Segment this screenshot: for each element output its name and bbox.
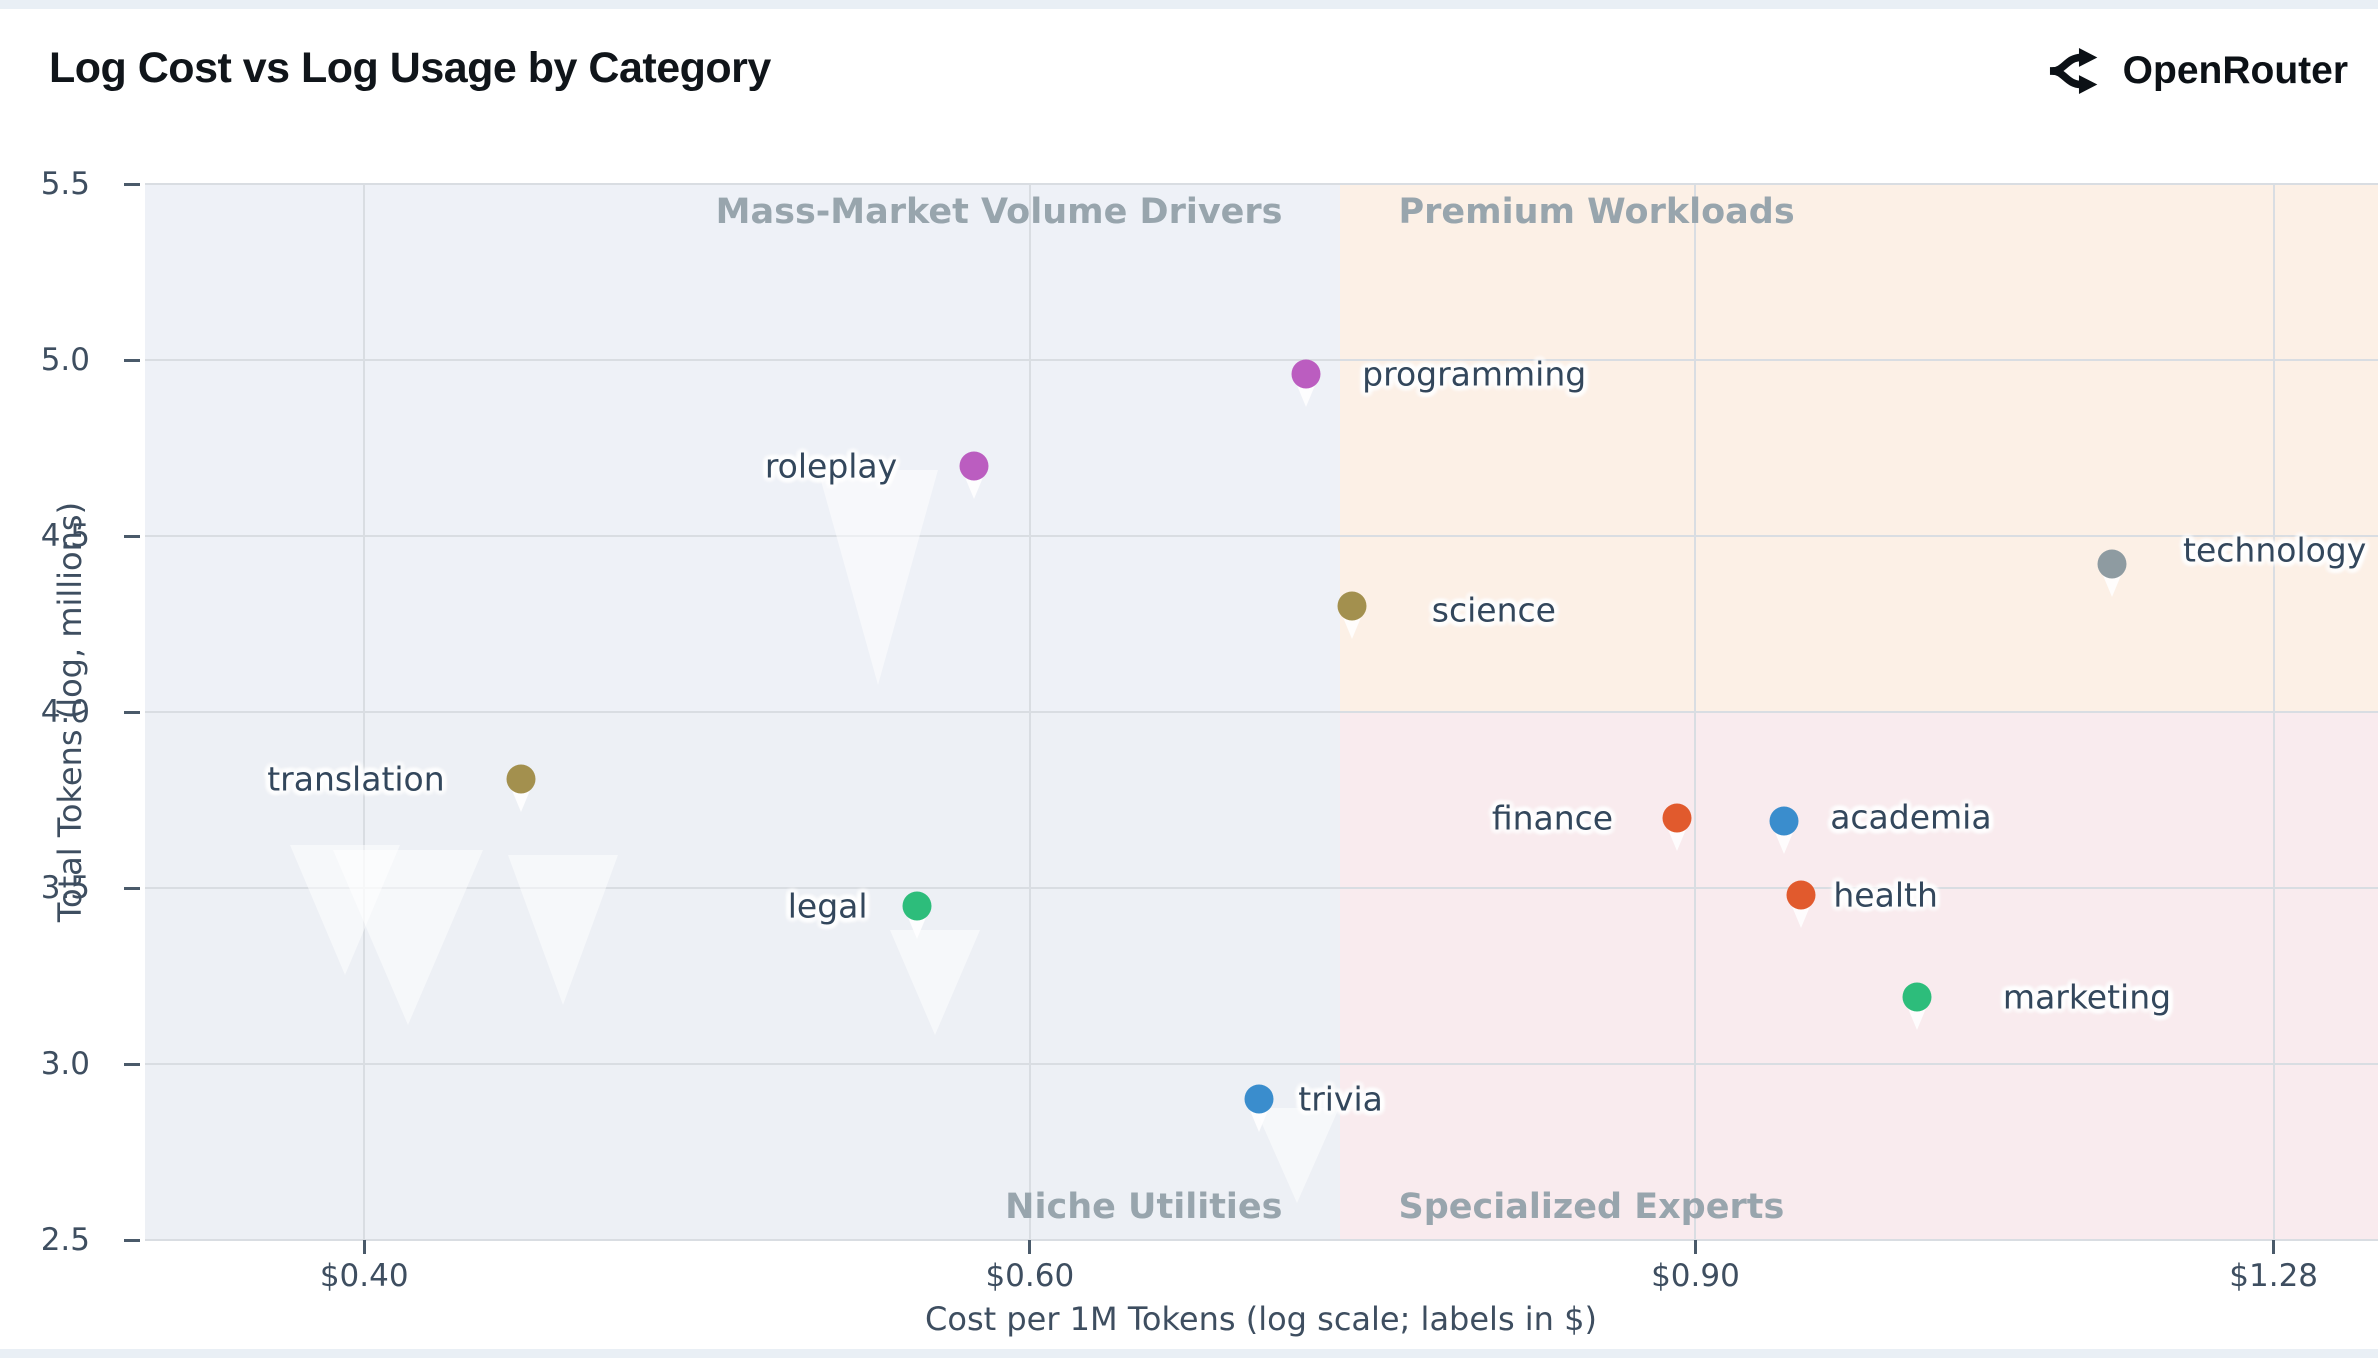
y-tick-mark xyxy=(124,1238,140,1242)
quadrant-top-left xyxy=(145,184,1341,712)
pin-tail-icon xyxy=(1341,615,1362,640)
y-tick-label: 5.0 xyxy=(40,342,90,378)
y-gridline xyxy=(145,1239,2378,1241)
pin-tail-icon xyxy=(964,474,985,499)
x-tick-label: $0.40 xyxy=(319,1258,409,1294)
openrouter-logo: OpenRouter xyxy=(2049,42,2348,100)
pin-tail-icon xyxy=(1791,904,1812,929)
chevron-down-watermark-icon xyxy=(818,470,938,685)
y-gridline xyxy=(145,359,2378,361)
data-point-health xyxy=(1786,880,1816,910)
pin-tail-icon xyxy=(1667,826,1688,851)
data-point-finance xyxy=(1662,803,1692,833)
y-gridline xyxy=(145,183,2378,185)
data-point-roleplay xyxy=(959,451,989,481)
bottom-edge-strip xyxy=(0,1349,2378,1358)
quadrant-label-top-right: Premium Workloads xyxy=(1398,192,1795,232)
y-gridline xyxy=(145,535,2378,537)
y-tick-mark xyxy=(124,1062,140,1066)
page-title: Log Cost vs Log Usage by Category xyxy=(49,44,771,92)
data-point-label-roleplay: roleplay xyxy=(764,446,898,486)
scatter-plot: Mass-Market Volume Drivers Premium Worklo… xyxy=(145,183,2378,1241)
x-axis-title: Cost per 1M Tokens (log scale; labels in… xyxy=(925,1300,1597,1338)
data-point-legal xyxy=(902,891,932,921)
data-point-label-trivia: trivia xyxy=(1298,1079,1383,1119)
y-gridline xyxy=(145,1063,2378,1065)
pin-tail-icon xyxy=(1249,1108,1270,1133)
data-point-technology xyxy=(2097,549,2127,579)
pin-tail-icon xyxy=(2102,573,2123,598)
x-tick-mark xyxy=(1693,1240,1697,1254)
data-point-science xyxy=(1337,591,1367,621)
data-point-translation xyxy=(506,764,536,794)
openrouter-fork-icon xyxy=(2049,48,2097,94)
x-tick-label: $1.28 xyxy=(2229,1258,2319,1294)
y-tick-label: 3.0 xyxy=(40,1046,90,1082)
data-point-label-legal: legal xyxy=(787,886,868,926)
y-tick-mark xyxy=(124,358,140,362)
chevron-down-watermark-icon xyxy=(333,850,483,1025)
y-tick-label: 4.5 xyxy=(40,518,90,554)
brand-name: OpenRouter xyxy=(2122,49,2348,92)
data-point-label-technology: technology xyxy=(2183,530,2367,570)
chevron-down-watermark-icon xyxy=(508,855,618,1005)
data-point-label-academia: academia xyxy=(1830,797,1992,837)
pin-tail-icon xyxy=(510,787,531,812)
data-point-programming xyxy=(1291,359,1321,389)
y-tick-mark xyxy=(124,182,140,186)
chevron-down-watermark-icon xyxy=(890,930,980,1035)
y-tick-mark xyxy=(124,886,140,890)
y-tick-label: 2.5 xyxy=(40,1222,90,1258)
y-tick-label: 5.5 xyxy=(40,166,90,202)
pin-tail-icon xyxy=(1296,383,1317,408)
data-point-trivia xyxy=(1244,1084,1274,1114)
y-tick-mark xyxy=(124,710,140,714)
data-point-label-translation: translation xyxy=(267,759,445,799)
quadrant-top-right xyxy=(1340,184,2378,712)
x-tick-label: $0.90 xyxy=(1651,1258,1740,1294)
y-tick-label: 4.0 xyxy=(40,694,90,730)
x-tick-mark xyxy=(2272,1240,2276,1254)
y-gridline xyxy=(145,887,2378,889)
pin-tail-icon xyxy=(906,914,927,939)
quadrant-label-bottom-right: Specialized Experts xyxy=(1398,1187,1785,1227)
y-tick-mark xyxy=(124,534,140,538)
x-tick-mark xyxy=(1028,1240,1032,1254)
top-edge-strip xyxy=(0,0,2378,9)
data-point-label-health: health xyxy=(1833,875,1938,915)
quadrant-bottom-right xyxy=(1340,712,2378,1240)
pin-tail-icon xyxy=(1906,1006,1927,1031)
x-tick-label: $0.60 xyxy=(985,1258,1075,1294)
data-point-label-finance: finance xyxy=(1491,798,1614,838)
quadrant-label-bottom-left: Niche Utilities xyxy=(1005,1187,1283,1227)
data-point-marketing xyxy=(1902,982,1932,1012)
quadrant-label-top-left: Mass-Market Volume Drivers xyxy=(715,192,1283,232)
data-point-label-programming: programming xyxy=(1362,354,1587,394)
y-gridline xyxy=(145,711,2378,713)
y-tick-label: 3.5 xyxy=(40,870,90,906)
data-point-academia xyxy=(1769,806,1799,836)
data-point-label-marketing: marketing xyxy=(2002,977,2172,1017)
x-tick-mark xyxy=(362,1240,366,1254)
data-point-label-science: science xyxy=(1431,590,1556,630)
pin-tail-icon xyxy=(1774,830,1795,855)
